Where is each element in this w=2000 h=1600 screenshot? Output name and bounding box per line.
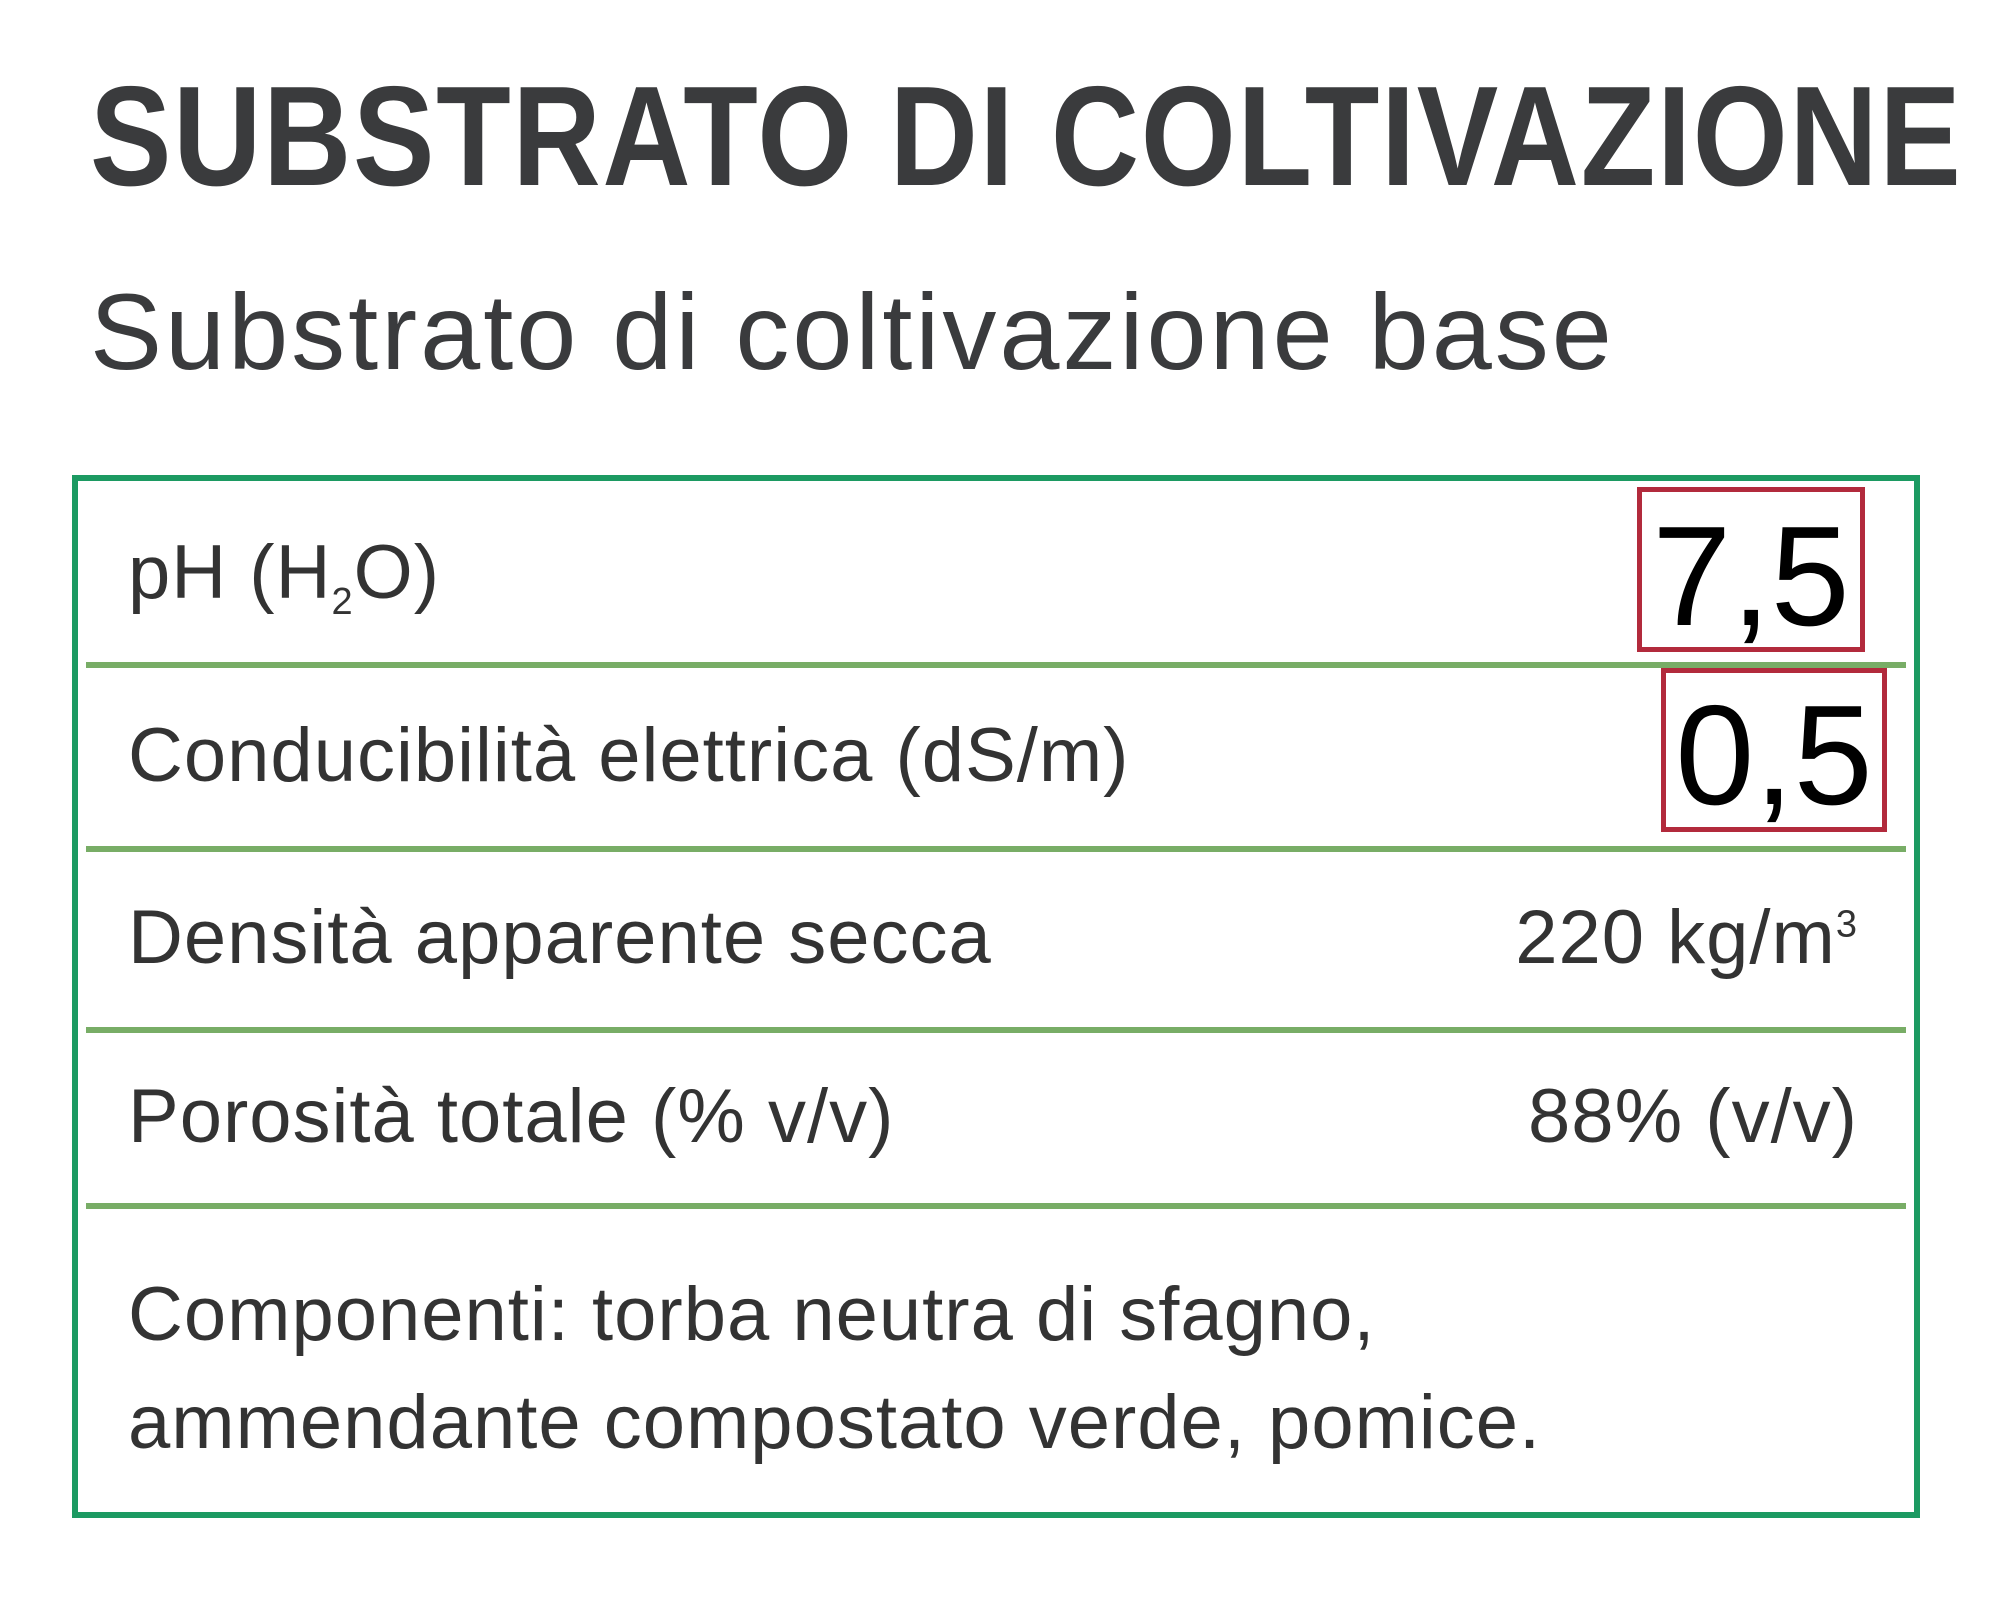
row-divider: [86, 662, 1906, 668]
table-row-density: Densità apparente secca 220 kg/m3: [78, 852, 1914, 1027]
components-line-1: Componenti: torba neutra di sfagno,: [128, 1272, 1376, 1357]
ph-value: 7,5: [1652, 497, 1850, 656]
row-divider: [86, 846, 1906, 852]
page-subtitle: Substrato di coltivazione base: [90, 271, 1615, 392]
table-row-porosity: Porosità totale (% v/v) 88% (v/v): [78, 1033, 1914, 1203]
density-value-main: 220 kg/m: [1515, 895, 1836, 980]
conductivity-value: 0,5: [1675, 676, 1873, 835]
row-divider: [86, 1027, 1906, 1033]
ph-label-sub: 2: [331, 581, 354, 624]
specs-table: pH (H2O) 7,5 Conducibilità elettrica (dS…: [72, 475, 1920, 1518]
density-label: Densità apparente secca: [128, 895, 992, 980]
ph-value-highlight: 7,5: [1637, 487, 1865, 652]
row-divider: [86, 1203, 1906, 1209]
table-row-ph: pH (H2O) 7,5: [78, 481, 1914, 662]
ph-label-end: O): [353, 530, 441, 615]
porosity-label: Porosità totale (% v/v): [128, 1074, 895, 1159]
porosity-value: 88% (v/v): [1528, 1074, 1858, 1159]
page-title: SUBSTRATO DI COLTIVAZIONE: [90, 57, 1963, 216]
components-line-2: ammendante compostato verde, pomice.: [128, 1380, 1542, 1465]
table-row-conductivity: Conducibilità elettrica (dS/m) 0,5: [78, 668, 1914, 846]
components-text: Componenti: torba neutra di sfagno, amme…: [128, 1261, 1541, 1477]
conductivity-value-highlight: 0,5: [1661, 668, 1887, 832]
density-value-sup: 3: [1835, 903, 1858, 946]
density-value: 220 kg/m3: [1515, 894, 1858, 981]
ph-label-main: pH (H: [128, 530, 332, 615]
conductivity-label: Conducibilità elettrica (dS/m): [128, 713, 1130, 798]
ph-label: pH (H2O): [128, 529, 440, 624]
